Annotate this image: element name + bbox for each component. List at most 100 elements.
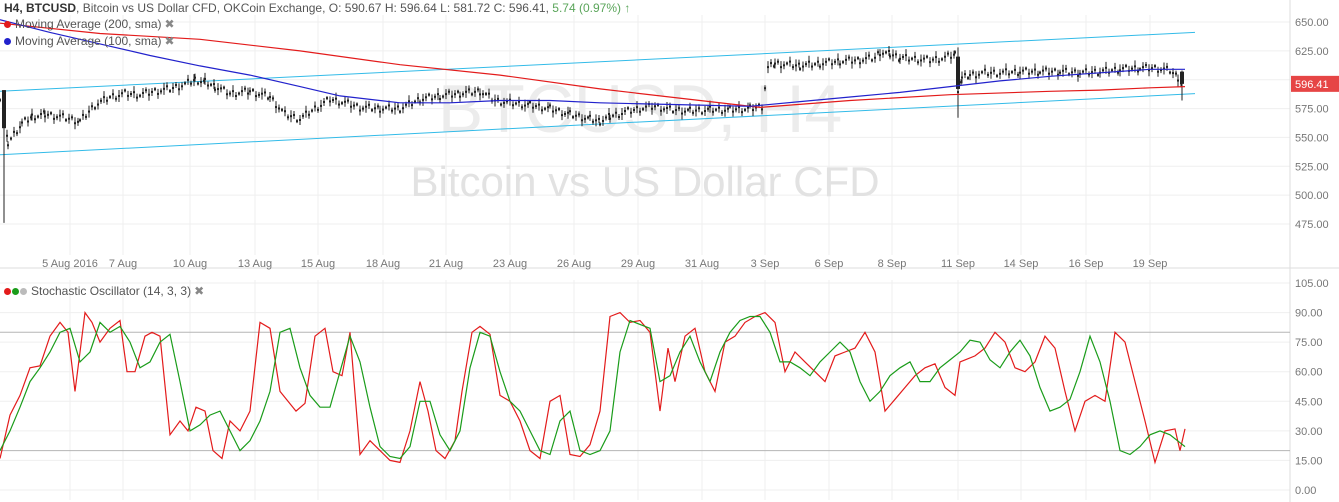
price-candle-body bbox=[1059, 71, 1061, 74]
price-candle-body bbox=[895, 53, 897, 56]
osc-y-tick-label: 60.00 bbox=[1295, 367, 1323, 379]
legend-ma200[interactable]: Moving Average (200, sma) ✖ bbox=[4, 16, 175, 32]
x-tick-label: 8 Sep bbox=[878, 258, 907, 270]
price-candle-body bbox=[1077, 74, 1079, 77]
osc-y-tick-label: 90.00 bbox=[1295, 308, 1323, 320]
price-candle-body bbox=[439, 97, 441, 100]
price-candle-body bbox=[552, 110, 554, 113]
price-candle-body bbox=[148, 93, 150, 96]
price-candle-body bbox=[1065, 67, 1067, 70]
price-candle-body bbox=[684, 110, 686, 113]
price-candle-body bbox=[752, 109, 754, 112]
price-candle-body bbox=[238, 92, 240, 95]
price-candle-body bbox=[828, 58, 830, 61]
price-candle-body bbox=[385, 106, 387, 109]
price-candle-body bbox=[799, 67, 801, 70]
price-candle-body bbox=[598, 117, 600, 120]
price-candle-body bbox=[698, 107, 700, 110]
price-candle-body bbox=[618, 115, 620, 118]
price-candle-body bbox=[465, 90, 467, 93]
price-candle-body bbox=[938, 60, 940, 63]
price-candle-body bbox=[1160, 69, 1162, 72]
price-candle-body bbox=[157, 92, 159, 95]
price-candle-body bbox=[798, 62, 800, 65]
price-candle-body bbox=[1131, 67, 1133, 70]
close-icon[interactable]: ✖ bbox=[164, 34, 175, 48]
price-candle-body bbox=[178, 88, 180, 91]
price-candle-body bbox=[783, 64, 785, 67]
price-candle-body bbox=[527, 102, 529, 105]
y-tick-label: 550.00 bbox=[1295, 132, 1329, 144]
price-candle-body bbox=[359, 109, 361, 112]
price-candle-body bbox=[213, 83, 215, 86]
price-candle-body bbox=[40, 113, 42, 116]
price-candle-body bbox=[615, 111, 617, 114]
price-candle-body bbox=[709, 105, 711, 108]
price-candle-body bbox=[10, 137, 12, 140]
price-candle-body bbox=[692, 111, 694, 114]
price-candle-body bbox=[605, 116, 607, 119]
price-candle-body bbox=[608, 112, 610, 115]
y-tick-label: 500.00 bbox=[1295, 190, 1329, 202]
price-candle-body bbox=[252, 89, 254, 92]
price-candle-body bbox=[814, 63, 816, 66]
price-candle-body bbox=[85, 115, 87, 118]
price-candle-body bbox=[975, 76, 977, 79]
price-candle-body bbox=[879, 54, 881, 57]
price-candle-body bbox=[223, 86, 225, 89]
price-candle-body bbox=[445, 93, 447, 96]
x-tick-label: 14 Sep bbox=[1004, 258, 1039, 270]
x-tick-label: 21 Aug bbox=[429, 258, 463, 270]
price-candle-body bbox=[535, 105, 537, 108]
price-candle-body bbox=[871, 59, 873, 62]
price-candle-body bbox=[299, 118, 301, 121]
price-candle-body bbox=[210, 83, 212, 86]
price-candle-body bbox=[244, 87, 246, 90]
price-candle-body bbox=[865, 57, 867, 60]
price-candle-body bbox=[379, 110, 381, 113]
price-candle-body bbox=[868, 54, 870, 57]
close-icon[interactable]: ✖ bbox=[164, 17, 175, 31]
price-candle-body bbox=[509, 98, 511, 101]
price-candle-body bbox=[1119, 69, 1121, 72]
price-candle-body bbox=[741, 111, 743, 114]
price-candle-body bbox=[169, 90, 171, 93]
price-candle-body bbox=[774, 62, 776, 65]
price-candle-body bbox=[944, 55, 946, 58]
close-icon[interactable]: ✖ bbox=[194, 284, 205, 298]
x-tick-label: 13 Aug bbox=[238, 258, 272, 270]
price-candle-body bbox=[425, 96, 427, 99]
price-candle-body bbox=[575, 114, 577, 117]
price-candle-body bbox=[77, 120, 79, 123]
price-candle-body bbox=[558, 108, 560, 111]
watermark-name: Bitcoin vs US Dollar CFD bbox=[410, 158, 879, 205]
price-candle-body bbox=[908, 59, 910, 62]
price-candle-body bbox=[217, 88, 219, 91]
price-candle-body bbox=[479, 93, 481, 96]
price-candle-body bbox=[1088, 73, 1090, 76]
price-candle-body bbox=[917, 61, 919, 64]
price-candle-body bbox=[1037, 73, 1039, 76]
price-candle-body bbox=[1071, 71, 1073, 74]
price-candle-body bbox=[338, 103, 340, 106]
price-candle-body bbox=[1042, 69, 1044, 72]
price-candle-body bbox=[747, 106, 749, 109]
price-candle-body bbox=[990, 71, 992, 74]
price-candle-body bbox=[764, 87, 766, 90]
price-candle-body bbox=[630, 111, 632, 114]
legend-stochastic[interactable]: Stochastic Oscillator (14, 3, 3) ✖ bbox=[4, 283, 204, 299]
price-candle-body bbox=[642, 108, 644, 111]
price-candle-body bbox=[314, 105, 316, 108]
price-candle-body bbox=[437, 93, 439, 96]
price-candle-body bbox=[862, 59, 864, 62]
price-candle-body bbox=[103, 96, 105, 99]
osc-y-tick-label: 75.00 bbox=[1295, 337, 1323, 349]
legend-ma100[interactable]: Moving Average (100, sma) ✖ bbox=[4, 33, 175, 49]
price-candle-body bbox=[214, 88, 216, 91]
price-candle-body bbox=[30, 116, 32, 119]
candle-body bbox=[956, 56, 960, 89]
price-candle-body bbox=[627, 107, 629, 110]
x-tick-label: 11 Sep bbox=[941, 258, 975, 270]
price-candle-body bbox=[547, 106, 549, 109]
